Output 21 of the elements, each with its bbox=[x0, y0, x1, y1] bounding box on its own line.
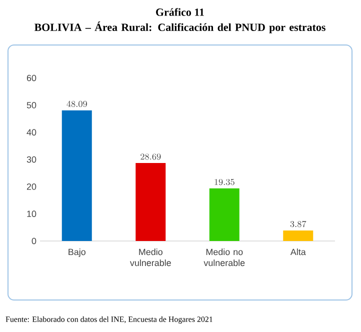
x-tick-label: Medio vulnerable bbox=[130, 248, 171, 266]
data-label: 48.09 bbox=[66, 100, 87, 108]
y-tick-label: 60 bbox=[26, 74, 36, 82]
bar bbox=[209, 188, 240, 241]
bar bbox=[62, 110, 92, 241]
chart-title: Gráfico 11 bbox=[156, 8, 204, 16]
x-tick-label: Alta bbox=[290, 248, 306, 256]
y-tick-label: 10 bbox=[27, 210, 36, 218]
data-label: 3.87 bbox=[290, 220, 306, 228]
x-tick-label: Bajo bbox=[68, 248, 86, 257]
y-tick-label: 20 bbox=[26, 183, 36, 190]
x-tick-label: Medio no vulnerable bbox=[204, 248, 245, 266]
data-label: 28.69 bbox=[140, 154, 161, 160]
y-tick-label: 30 bbox=[26, 156, 36, 163]
bar bbox=[136, 163, 166, 241]
y-tick-label: 40 bbox=[26, 129, 36, 136]
y-tick-label: 0 bbox=[32, 238, 36, 244]
bar bbox=[283, 230, 314, 241]
y-tick-label: 50 bbox=[26, 102, 36, 108]
data-label: 19.35 bbox=[214, 178, 234, 186]
chart-subtitle: BOLIVIA – Área Rural: Calificación del PNUD por estratos bbox=[34, 22, 326, 34]
